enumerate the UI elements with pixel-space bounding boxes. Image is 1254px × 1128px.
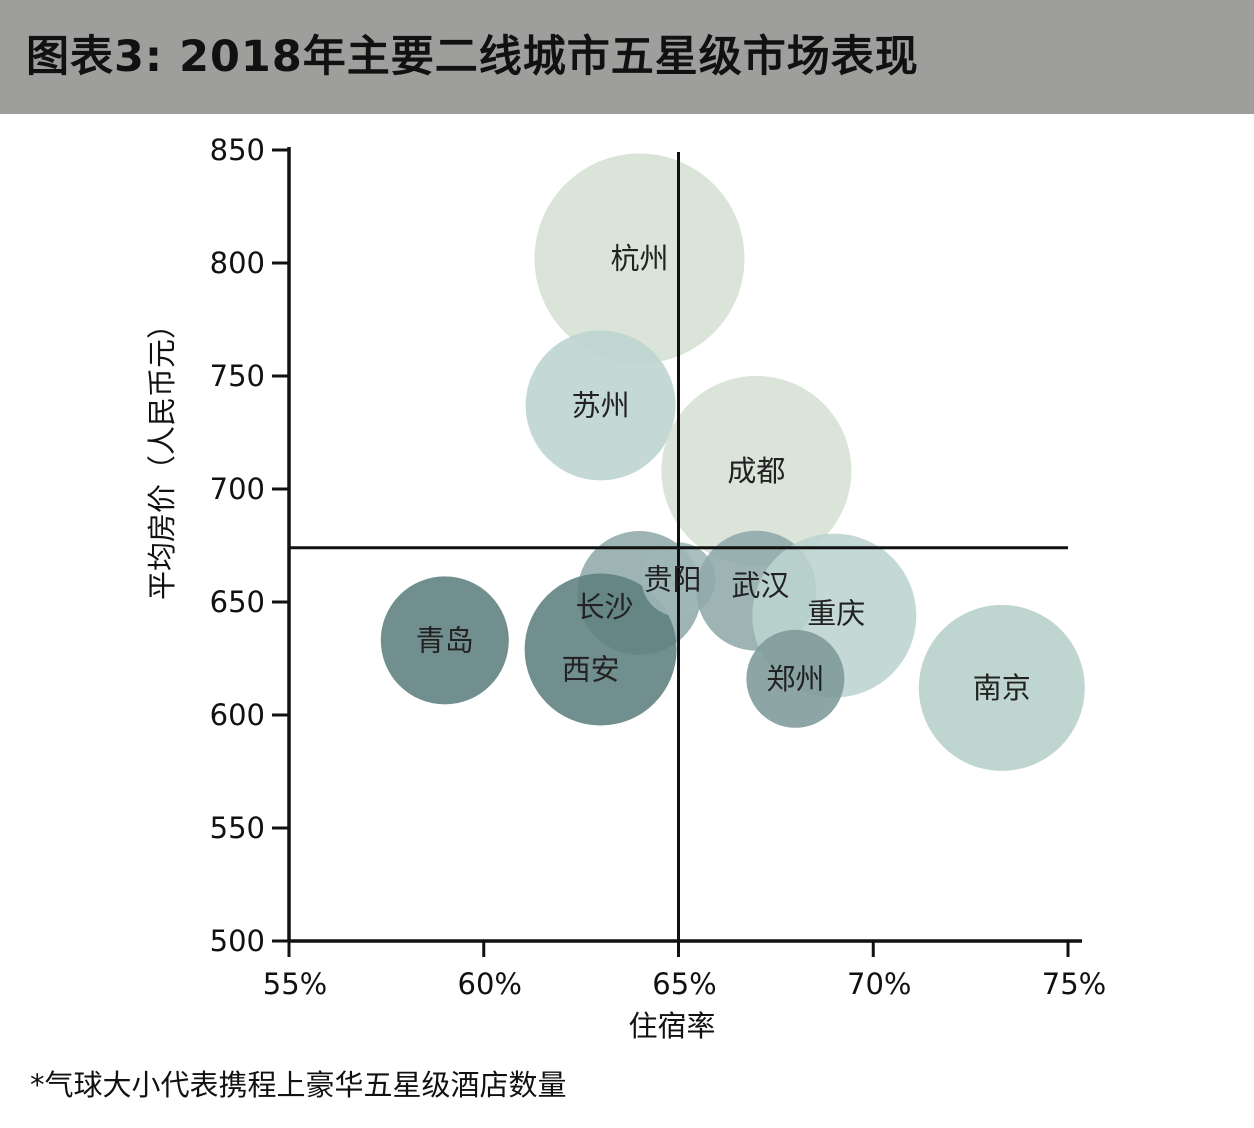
page-title: 图表3: 2018年主要二线城市五星级市场表现 [26,32,919,82]
y-tick-label-3: 650 [210,585,265,619]
bubble-label-8: 重庆 [807,597,865,631]
y-tick-label-4: 700 [210,472,265,506]
bubble-2 [661,375,852,566]
bubble-3 [380,576,509,705]
x-axis-title: 住宿率 [628,1009,715,1043]
labels-layer: 500 550 600 650 700 750 800 850 55% 60% 65% 70% 75% 住… [145,133,1106,1043]
y-tick-label-5: 750 [210,359,265,393]
bubble-label-1: 苏州 [572,388,630,422]
x-tick-label-3: 70% [847,967,911,1001]
bubble-label-10: 南京 [973,671,1031,705]
bubble-5 [524,573,677,726]
y-tick-label-6: 800 [210,246,265,280]
y-tick-label-2: 600 [210,698,265,732]
axes-layer [272,147,1082,957]
header-bar [0,0,1254,114]
bubble-0 [534,153,745,364]
bubble-label-2: 成都 [727,454,785,488]
x-tick-label-2: 65% [652,967,716,1001]
x-tick-label-1: 60% [458,967,522,1001]
x-tick-label-4: 75% [1042,967,1106,1001]
y-tick-label-0: 500 [210,924,265,958]
bubble-label-3: 青岛 [416,623,474,657]
y-axis-title: 平均房价（人民币元） [145,310,179,600]
bubble-label-9: 郑州 [766,662,824,696]
y-tick-label-1: 550 [210,811,265,845]
x-tick-label-0: 55% [263,967,327,1001]
bubble-label-7: 武汉 [731,569,789,603]
bubbles-layer [380,153,1085,771]
y-tick-label-7: 850 [210,133,265,167]
bubble-label-6: 贵阳 [643,562,701,596]
bubble-9 [746,629,845,728]
bubble-label-5: 西安 [562,653,620,687]
footnote: *气球大小代表携程上豪华五星级酒店数量 [30,1068,567,1102]
bubble-10 [918,604,1085,771]
bubble-1 [525,330,676,481]
bubble-label-0: 杭州 [610,242,668,276]
bubble-label-4: 长沙 [575,590,633,624]
